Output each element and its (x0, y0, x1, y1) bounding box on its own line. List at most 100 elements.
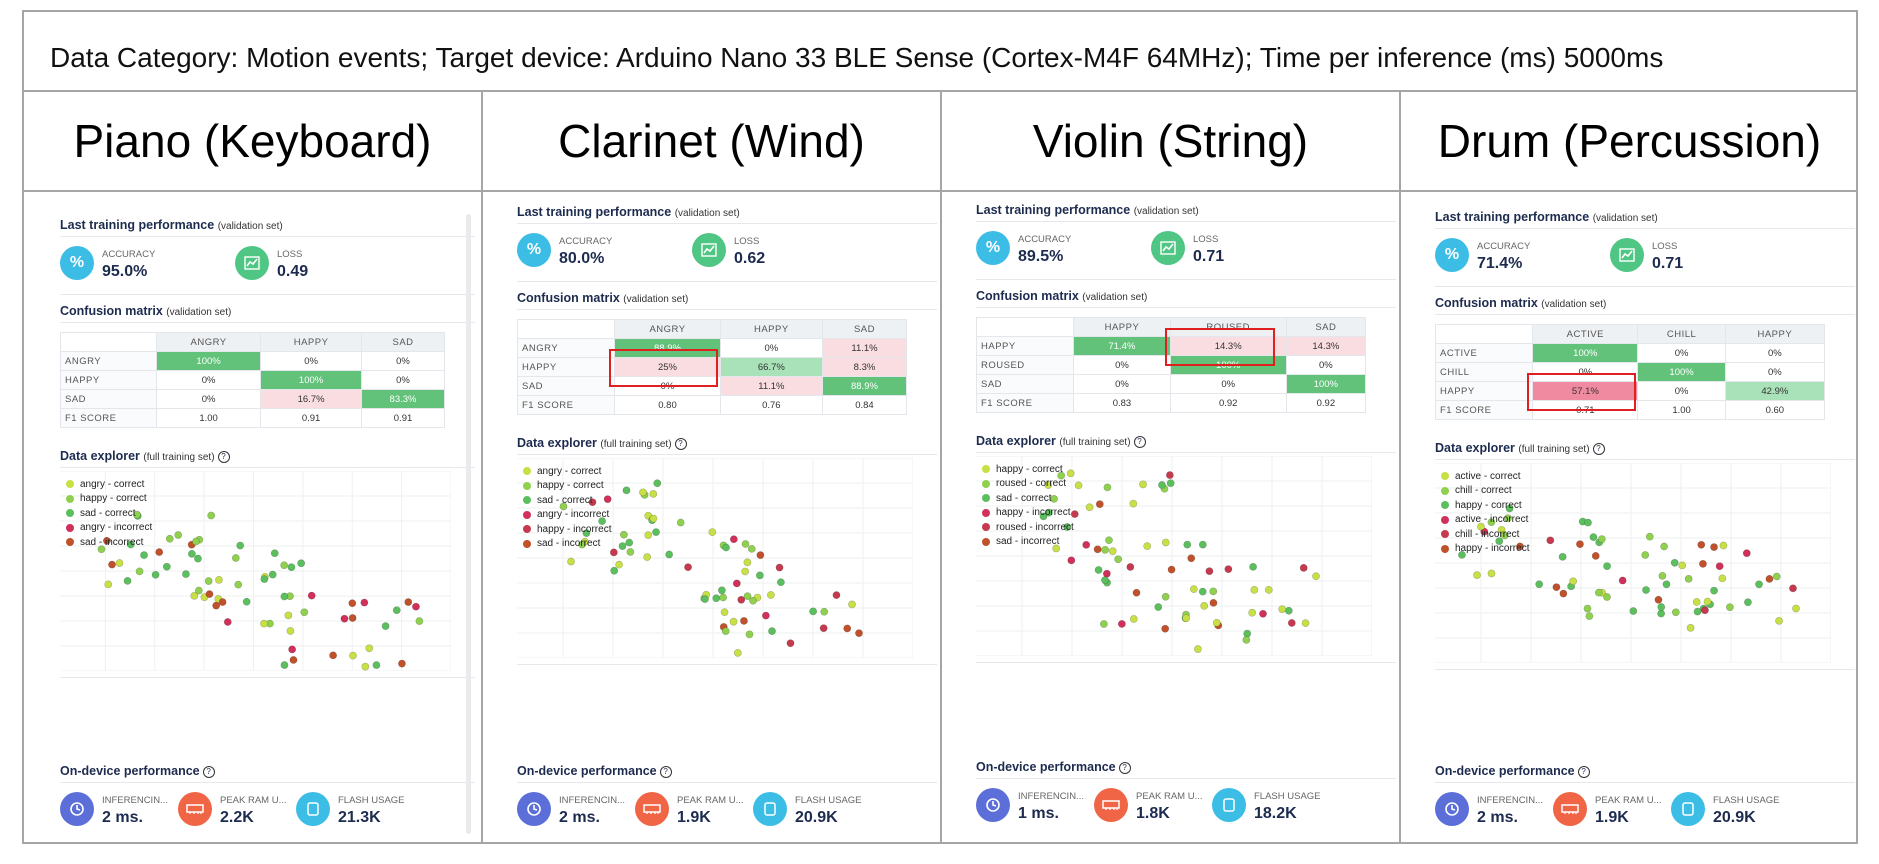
scatter-plot[interactable] (976, 456, 1372, 656)
scatter-point (1158, 481, 1166, 489)
f1-cell: 0.60 (1724, 400, 1826, 420)
legend-item[interactable]: happy - incorrect (982, 506, 1074, 521)
help-icon[interactable]: ? (1592, 442, 1605, 455)
loss-label: LOSS (1652, 241, 1678, 252)
legend-item[interactable]: happy - correct (66, 492, 152, 507)
scatter-plot[interactable] (60, 471, 451, 671)
data-explorer-title: Data explorer (full training set)? (976, 434, 1146, 448)
column-divider (1399, 92, 1401, 842)
legend-item[interactable]: angry - incorrect (66, 521, 152, 536)
highlight-box (1165, 328, 1275, 366)
legend-item[interactable]: active - incorrect (1441, 513, 1529, 528)
scrollbar[interactable] (466, 214, 471, 834)
scatter-point (1117, 620, 1126, 628)
scatter-point (559, 502, 568, 511)
section-sublabel: (validation set) (623, 294, 689, 305)
help-glyph: ? (221, 451, 226, 461)
scatter-point (732, 579, 741, 588)
scatter-point (412, 602, 420, 611)
separator (976, 221, 1396, 222)
legend-item[interactable]: sad - incorrect (523, 537, 611, 552)
scatter-point (1670, 558, 1679, 567)
legend-item[interactable]: happy - incorrect (1441, 542, 1529, 557)
device-metric-value: 2 ms. (559, 809, 600, 826)
scatter-point (1044, 508, 1053, 517)
scatter-legend: angry - correct happy - correct sad - corr… (66, 477, 152, 550)
scatter-point (212, 601, 221, 610)
matrix-cell: 11.1% (719, 376, 823, 396)
legend-item[interactable]: happy - incorrect (523, 522, 611, 537)
matrix-cell: 42.9% (1724, 381, 1826, 401)
help-icon[interactable]: ? (1577, 765, 1590, 778)
scatter-point (115, 559, 124, 567)
line-chart-icon (1151, 231, 1185, 265)
help-icon[interactable]: ? (217, 450, 230, 463)
f1-label: F1 SCORE (1435, 400, 1534, 420)
legend-item[interactable]: roused - correct (982, 477, 1074, 492)
accuracy-value: 80.0% (559, 250, 605, 267)
scatter-point (1710, 543, 1718, 551)
matrix-cell: 0% (1637, 381, 1726, 401)
scatter-point (1194, 645, 1202, 653)
scatter-point (733, 649, 742, 657)
f1-cell: 0.80 (614, 395, 721, 415)
help-icon[interactable]: ? (202, 765, 215, 778)
scatter-point (619, 530, 628, 539)
legend-item[interactable]: happy - correct (982, 462, 1074, 477)
help-icon[interactable]: ? (1133, 435, 1146, 448)
scatter-point (1264, 585, 1273, 594)
legend-item[interactable]: sad - correct (982, 491, 1074, 506)
legend-item[interactable]: sad - incorrect (982, 535, 1074, 550)
matrix-cell: 100% (1532, 343, 1639, 363)
scatter-point (1497, 525, 1506, 534)
confusion-matrix-title: Confusion matrix (validation set) (517, 291, 688, 305)
scatter-point (756, 551, 765, 560)
help-icon[interactable]: ? (674, 437, 687, 450)
legend-item[interactable]: sad - incorrect (66, 535, 152, 550)
legend-item[interactable]: chill - incorrect (1441, 527, 1529, 542)
scatter-point (348, 614, 357, 622)
legend-item[interactable]: roused - incorrect (982, 520, 1074, 535)
scatter-point (743, 558, 752, 567)
legend-item[interactable]: angry - correct (523, 464, 611, 479)
section-label: On-device performance (1435, 764, 1575, 778)
legend-item[interactable]: angry - incorrect (523, 508, 611, 523)
scatter-point (1789, 584, 1797, 593)
device-metric-label: PEAK RAM U... (220, 795, 287, 806)
matrix-column-header: HAPPY (719, 319, 823, 339)
device-metric-label: FLASH USAGE (795, 795, 862, 806)
help-glyph: ? (1137, 436, 1142, 446)
scatter-plot[interactable] (517, 458, 913, 658)
help-icon[interactable]: ? (659, 765, 672, 778)
separator (60, 322, 475, 323)
matrix-header-row: HAPPY ROUSED SAD (976, 317, 1367, 337)
legend-item[interactable]: chill - correct (1441, 484, 1529, 499)
legend-item[interactable]: happy - correct (523, 479, 611, 494)
legend-item[interactable]: active - correct (1441, 469, 1529, 484)
scatter-point (1603, 562, 1611, 571)
scatter-point (1591, 551, 1600, 560)
device-metric-value: 20.9K (1713, 809, 1756, 826)
scatter-point (1099, 620, 1108, 628)
legend-dot (982, 537, 990, 546)
legend-item[interactable]: sad - correct (66, 506, 152, 521)
separator (1435, 669, 1855, 670)
matrix-column-header: CHILL (1637, 324, 1726, 344)
legend-dot (523, 525, 531, 534)
f1-cell: 0.83 (1073, 393, 1171, 413)
legend-item[interactable]: angry - correct (66, 477, 152, 492)
legend-dot (66, 523, 74, 532)
scatter-point (722, 543, 730, 552)
device-metric-label: FLASH USAGE (338, 795, 405, 806)
scatter-point (1242, 636, 1251, 644)
accuracy-value: 95.0% (102, 263, 148, 280)
scatter-point (1129, 615, 1138, 623)
help-icon[interactable]: ? (1118, 761, 1131, 774)
scatter-plot[interactable] (1435, 463, 1831, 663)
scatter-point (1458, 550, 1466, 559)
legend-item[interactable]: happy - correct (1441, 498, 1529, 513)
column-title-clarinet: Clarinet (Wind) (558, 115, 865, 167)
legend-item[interactable]: sad - correct (523, 493, 611, 508)
section-label: On-device performance (976, 760, 1116, 774)
separator (1435, 314, 1855, 315)
